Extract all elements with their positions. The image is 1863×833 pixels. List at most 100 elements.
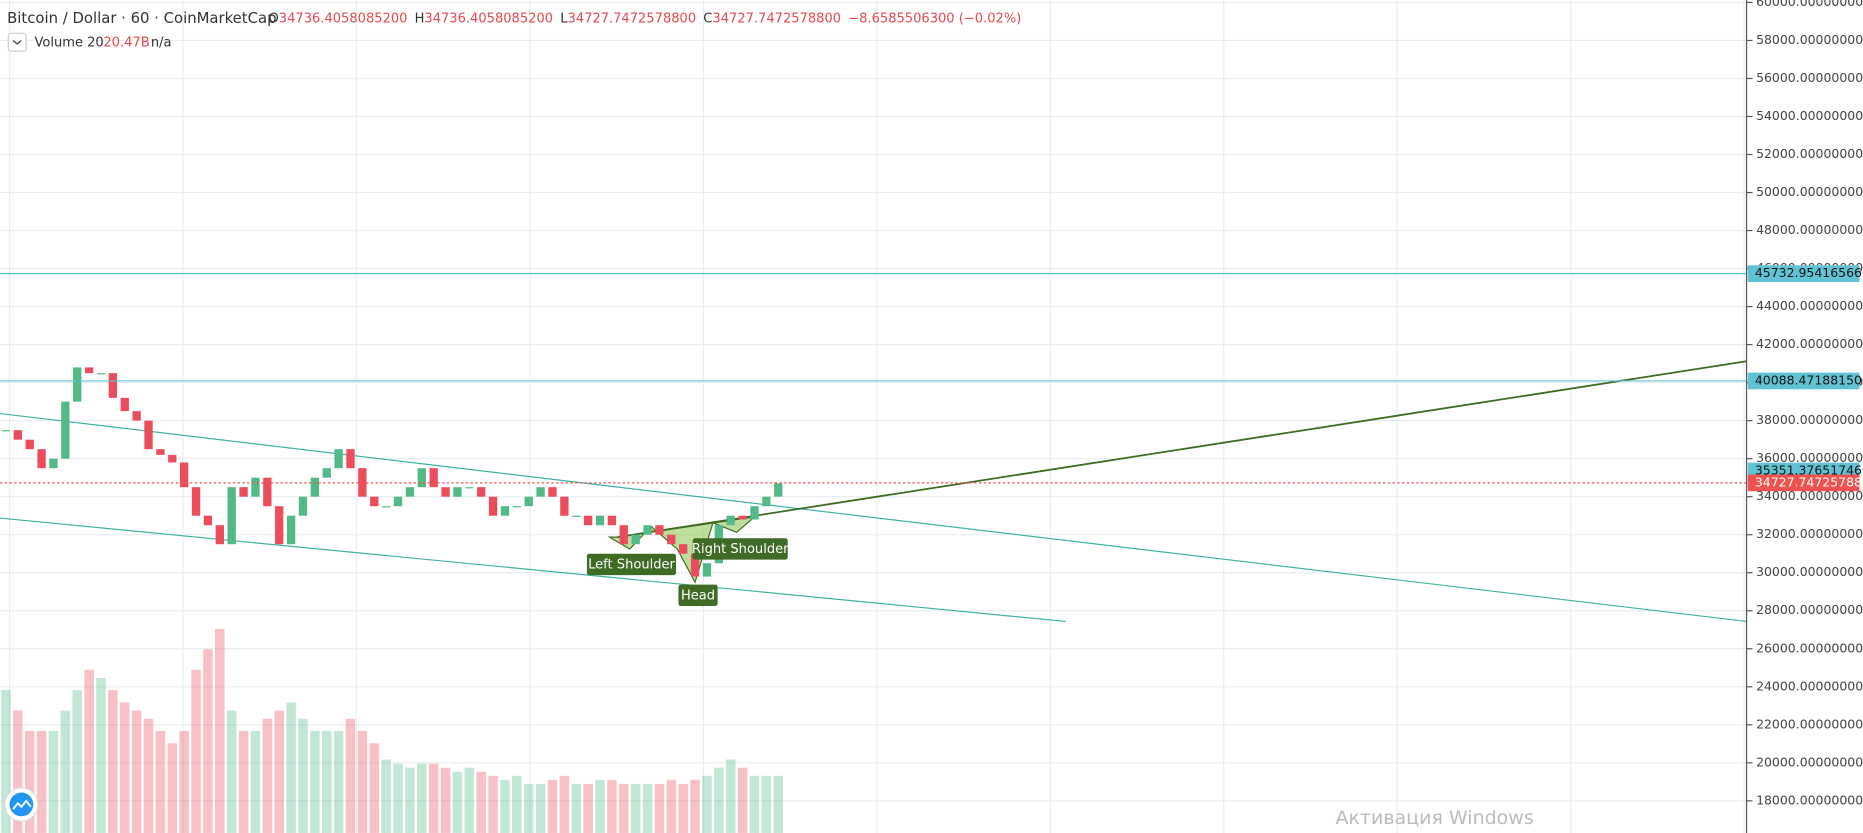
volume-bar <box>13 710 23 833</box>
candle <box>560 496 569 516</box>
volume-bar <box>238 730 249 833</box>
candle <box>417 468 426 488</box>
y-tick-label: 50000.0000000000 <box>1756 184 1863 199</box>
annotation-box <box>586 553 677 576</box>
candle <box>607 515 617 526</box>
volume-bar <box>523 783 534 833</box>
y-tick-label: 60000.0000000000 <box>1756 0 1863 9</box>
candle <box>750 506 759 520</box>
volume-bar <box>725 759 736 833</box>
candle <box>1 430 11 432</box>
candle <box>61 401 70 459</box>
ohlc-value: 34736.4058085200 <box>424 12 553 27</box>
y-tick-label: 28000.0000000000 <box>1756 602 1863 617</box>
volume-bar <box>143 718 154 833</box>
volume-bar <box>203 649 213 833</box>
volume-bar <box>60 710 71 833</box>
volume-bar <box>773 775 783 833</box>
annotation-box <box>692 538 788 560</box>
channel-upper <box>0 412 1747 623</box>
candle <box>180 462 189 488</box>
y-tick-label: 52000.0000000000 <box>1756 146 1863 161</box>
candle <box>168 454 177 463</box>
y-tick-label: 32000.0000000000 <box>1756 526 1863 541</box>
volume-bar <box>381 759 391 833</box>
candle <box>465 487 474 489</box>
y-tick-label: 42000.0000000000 <box>1756 336 1863 351</box>
volume-bar <box>488 775 498 833</box>
volume-bar <box>250 730 261 833</box>
volume-bar <box>357 730 368 833</box>
volume-bar <box>167 743 178 833</box>
y-tick-label: 26000.0000000000 <box>1756 640 1863 655</box>
volume-bar <box>226 710 237 833</box>
volume-bar <box>595 779 605 833</box>
y-tick-label: 24000.0000000000 <box>1756 678 1863 693</box>
price-axis <box>1746 0 1863 833</box>
volume-bar <box>583 783 593 833</box>
volume-bar <box>464 767 475 833</box>
candle <box>429 468 438 488</box>
volume-bar <box>737 767 748 833</box>
volume-bar <box>654 783 665 833</box>
candle <box>774 483 783 497</box>
volume-name: Volume 20 <box>34 35 103 50</box>
volume-bar <box>120 702 130 833</box>
candle <box>370 496 379 507</box>
candle <box>643 525 652 535</box>
volume-bar <box>452 771 463 833</box>
candle <box>144 420 153 450</box>
candle <box>310 477 320 497</box>
volume-bar <box>405 767 415 833</box>
candle <box>322 468 331 478</box>
y-tick-label: 54000.0000000000 <box>1756 108 1863 123</box>
volume-bar <box>678 783 688 833</box>
candle <box>25 439 34 450</box>
volume-bar <box>535 783 546 833</box>
volume-bar <box>286 702 296 833</box>
candle <box>132 411 141 421</box>
caret <box>12 40 22 45</box>
ohlc-value: 34727.7472578800 <box>712 12 841 27</box>
volume-bar <box>108 690 118 833</box>
y-tick-label: 58000.0000000000 <box>1756 32 1863 47</box>
ohlc-value: 34736.4058085200 <box>279 12 408 27</box>
candle <box>120 397 129 412</box>
volume-bar <box>500 779 510 833</box>
candle <box>631 534 640 545</box>
candle <box>500 506 510 516</box>
candle <box>96 373 106 375</box>
volume-bar <box>36 730 47 833</box>
volume-bar <box>333 730 344 833</box>
price-label-box <box>1747 265 1860 282</box>
y-tick-label: 36000.0000000000 <box>1756 450 1863 465</box>
volume-bar <box>619 783 629 833</box>
volume-bar <box>393 763 403 833</box>
channel-lower <box>0 517 1066 623</box>
y-tick-label: 48000.0000000000 <box>1756 222 1863 237</box>
candle <box>108 373 118 398</box>
candle <box>405 487 415 497</box>
price-label-box <box>1747 372 1860 390</box>
ohlc-value: 34727.7472578800 <box>567 12 696 27</box>
annotation: Left Shoulder <box>588 558 675 573</box>
y-tick-label: 18000.0000000000 <box>1756 792 1863 807</box>
collapse-button[interactable] <box>7 32 27 52</box>
logo <box>9 792 34 817</box>
candle <box>548 487 557 497</box>
candle <box>679 544 688 554</box>
volume-bar <box>476 771 486 833</box>
candle <box>738 515 747 520</box>
candle <box>251 477 260 497</box>
candle <box>393 496 403 507</box>
candle <box>477 487 486 497</box>
volume-bar <box>274 710 284 833</box>
candle <box>524 496 533 507</box>
volume-ma: n/a <box>151 35 172 50</box>
ohlc-key: C <box>703 12 712 27</box>
candle <box>381 506 391 508</box>
volume-bar <box>321 730 332 833</box>
volume-bar <box>96 677 106 833</box>
volume-bar <box>191 669 201 833</box>
